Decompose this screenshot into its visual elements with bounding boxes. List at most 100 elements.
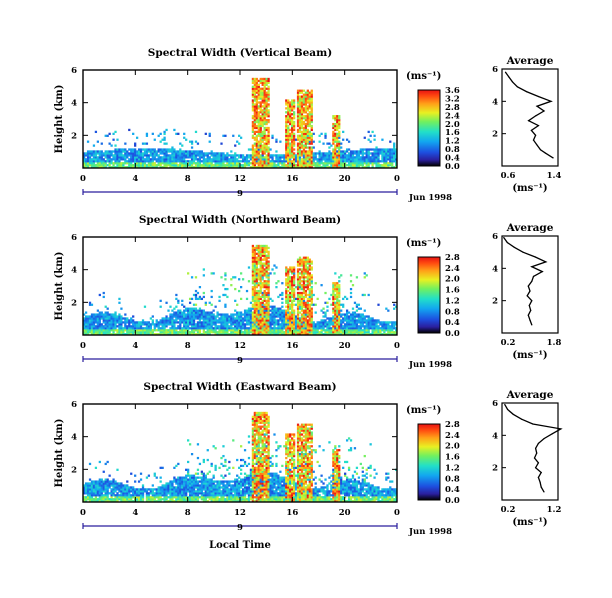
heatmap-cell [194, 303, 198, 306]
heatmap-cell [126, 321, 129, 324]
heatmap-cell [135, 488, 139, 491]
heatmap-cell [243, 313, 247, 316]
heatmap-cell [90, 313, 94, 316]
heatmap-cell [351, 311, 355, 314]
heatmap-cell [94, 329, 98, 332]
heatmap-cell [84, 490, 88, 493]
heatmap-cell [287, 144, 290, 147]
heatmap-cell [255, 111, 258, 114]
heatmap-cell [312, 152, 315, 155]
heatmap-cell [308, 91, 311, 94]
heatmap-cell [114, 311, 117, 314]
heatmap-cell [220, 154, 223, 157]
heatmap-cell [261, 244, 264, 248]
heatmap-cell [261, 272, 264, 275]
heatmap-cell [273, 307, 276, 310]
heatmap-cell [126, 327, 129, 330]
heatmap-cell [349, 327, 353, 330]
heatmap-cell [298, 162, 302, 165]
heatmap-cell [177, 154, 180, 157]
heatmap-cell [208, 162, 211, 165]
heatmap-cell [169, 305, 172, 308]
heatmap-cell [324, 323, 327, 326]
heatmap-cell [114, 162, 117, 165]
heatmap-cell [104, 152, 107, 155]
heatmap-cell [247, 156, 251, 159]
heatmap-cell [291, 287, 294, 291]
heatmap-cell [259, 136, 262, 139]
heatmap-cell [298, 120, 302, 124]
heatmap-cell [188, 309, 192, 312]
heatmap-cell [334, 272, 337, 275]
heatmap-cell [202, 309, 205, 312]
heatmap-cell [296, 134, 300, 137]
heatmap-cell [165, 154, 168, 157]
heatmap-cell [147, 321, 151, 324]
heatmap-cell [122, 154, 125, 157]
heatmap-cell [202, 331, 205, 334]
heatmap-cell [88, 164, 92, 167]
heatmap-cell [263, 286, 266, 289]
heatmap-cell [122, 164, 125, 167]
heatmap-cell [363, 331, 366, 334]
heatmap-cell [86, 325, 90, 328]
heatmap-cell [106, 496, 109, 499]
heatmap-cell [220, 152, 223, 155]
heatmap-cell [249, 301, 253, 304]
heatmap-cell [224, 274, 227, 277]
heatmap-cell [110, 152, 113, 155]
heatmap-cell [302, 289, 306, 293]
heatmap-cell [279, 329, 282, 332]
heatmap-cell [216, 313, 219, 316]
heatmap-cell [302, 136, 306, 139]
heatmap-cell [296, 307, 300, 310]
heatmap-cell [171, 321, 174, 324]
heatmap-cell [196, 152, 200, 155]
heatmap-cell [196, 150, 200, 153]
heatmap-cell [259, 126, 262, 130]
heatmap-cell [90, 480, 94, 483]
heatmap-cell [357, 325, 361, 328]
heatmap-cell [86, 496, 90, 499]
heatmap-cell [130, 156, 133, 159]
heatmap-cell [104, 315, 107, 318]
heatmap-cell [363, 160, 366, 163]
heatmap-cell [224, 287, 227, 291]
heatmap-cell [363, 319, 366, 322]
heatmap-cell [300, 158, 304, 161]
heatmap-cell [196, 313, 200, 316]
heatmap-cell [240, 154, 243, 157]
heatmap-cell [296, 309, 300, 312]
heatmap-cell [161, 319, 164, 322]
heatmap-cell [255, 105, 258, 108]
heatmap-cell [94, 484, 98, 487]
heatmap-cell [265, 150, 268, 153]
heatmap-cell [206, 331, 209, 334]
heatmap-cell [308, 299, 311, 302]
average-profile-point [503, 237, 505, 239]
heatmap-cell [332, 122, 335, 126]
heatmap-cell [253, 107, 256, 110]
heatmap-cell [283, 166, 286, 169]
heatmap-cell [285, 166, 288, 169]
heatmap-cell [259, 128, 262, 132]
heatmap-cell [316, 323, 319, 326]
heatmap-cell [308, 119, 311, 122]
heatmap-cell [198, 323, 202, 326]
heatmap-cell [287, 301, 290, 304]
heatmap-cell [285, 311, 288, 314]
heatmap-cell [251, 291, 255, 295]
heatmap-cell [238, 331, 241, 334]
heatmap-cell [236, 315, 239, 318]
heatmap-cell [86, 160, 90, 163]
heatmap-cell [324, 152, 327, 155]
heatmap-cell [224, 160, 227, 163]
heatmap-cell [375, 329, 378, 332]
x-tick-label: 0 [394, 174, 400, 184]
heatmap-cell [304, 101, 308, 104]
heatmap-cell [269, 319, 272, 322]
heatmap-cell [120, 333, 123, 336]
heatmap-cell [369, 158, 372, 161]
heatmap-cell [300, 136, 304, 139]
heatmap-cell [357, 331, 361, 334]
